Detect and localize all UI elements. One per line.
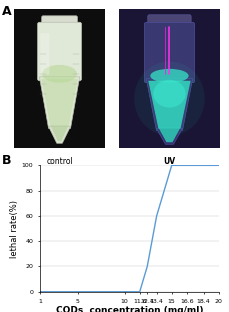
- Polygon shape: [50, 125, 69, 141]
- Text: UV: UV: [164, 157, 175, 166]
- Polygon shape: [156, 128, 183, 144]
- Polygon shape: [41, 79, 78, 126]
- FancyBboxPatch shape: [40, 33, 49, 75]
- Y-axis label: lethal rate(%): lethal rate(%): [10, 200, 19, 257]
- Ellipse shape: [150, 69, 189, 83]
- Polygon shape: [158, 127, 180, 142]
- Polygon shape: [49, 126, 71, 143]
- Ellipse shape: [134, 61, 205, 136]
- Text: A: A: [2, 5, 12, 18]
- Ellipse shape: [42, 65, 77, 83]
- FancyBboxPatch shape: [148, 15, 191, 33]
- Polygon shape: [146, 79, 193, 130]
- Ellipse shape: [153, 80, 185, 108]
- FancyBboxPatch shape: [42, 16, 77, 33]
- FancyBboxPatch shape: [38, 22, 82, 81]
- Text: B: B: [2, 154, 12, 168]
- FancyBboxPatch shape: [144, 22, 195, 83]
- Bar: [187, 23, 194, 29]
- Polygon shape: [39, 77, 80, 128]
- Polygon shape: [148, 81, 191, 128]
- X-axis label: CQDs  concentration (mg/ml): CQDs concentration (mg/ml): [56, 306, 203, 312]
- Text: control: control: [46, 157, 73, 166]
- Bar: [73, 23, 81, 29]
